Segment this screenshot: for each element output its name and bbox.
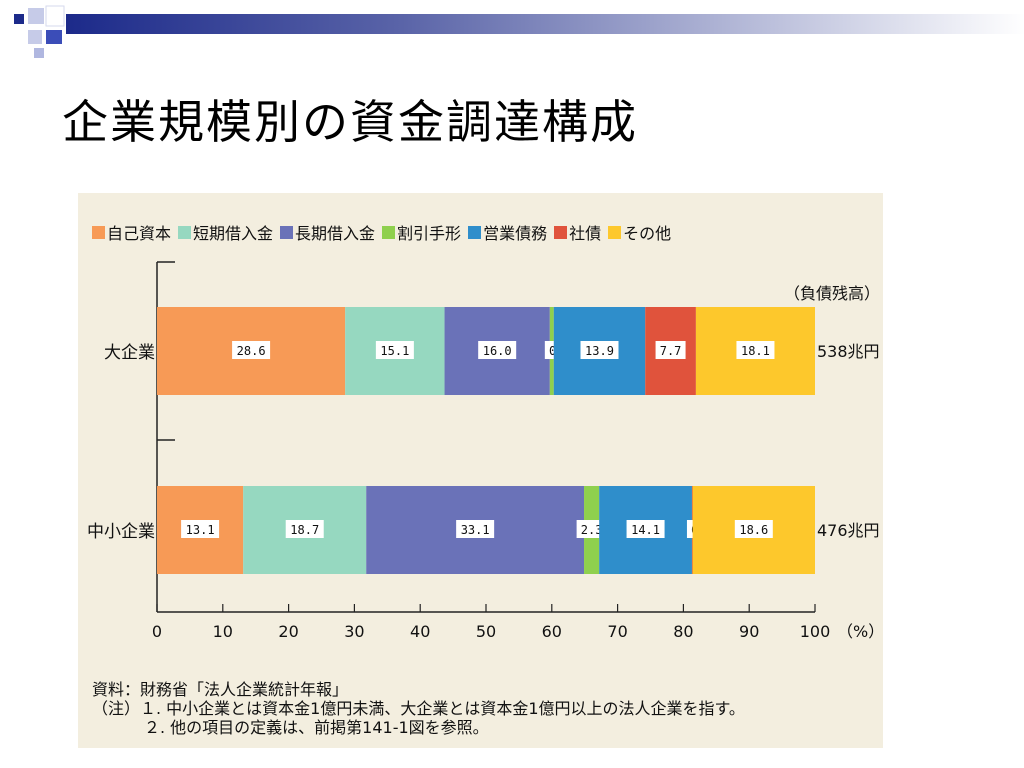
legend-item: 割引手形 <box>382 220 461 244</box>
data-label-box <box>478 341 517 359</box>
x-unit-label: （%） <box>837 622 884 641</box>
legend-item: 短期借入金 <box>178 220 273 244</box>
logo-square-light-2 <box>28 30 42 44</box>
bar-total-label: 538兆円 <box>817 342 880 361</box>
data-label-box <box>285 520 324 538</box>
data-label: 13.1 <box>186 523 215 537</box>
legend-label: 割引手形 <box>397 224 462 243</box>
data-label-box <box>626 520 665 538</box>
totals-header: （負債残高） <box>784 284 880 303</box>
x-tick-label: 100 <box>800 622 831 641</box>
legend-swatch <box>554 225 568 239</box>
slide-title: 企業規模別の資金調達構成 <box>62 95 638 149</box>
gradient-band <box>66 14 1024 34</box>
x-tick-label: 90 <box>739 622 759 641</box>
category-label: 大企業 <box>104 343 155 363</box>
data-label: 18.6 <box>739 523 768 537</box>
legend-label: 社債 <box>569 224 602 243</box>
data-label: 15.1 <box>380 344 409 358</box>
data-label: 16.0 <box>483 344 512 358</box>
x-tick-label: 30 <box>344 622 364 641</box>
legend-label: 自己資本 <box>107 224 172 243</box>
data-label: 2.3 <box>581 523 603 537</box>
category-label: 中小企業 <box>87 522 155 542</box>
data-label: 33.1 <box>461 523 490 537</box>
note-line-1: （注）１. 中小企業とは資本金1億円未満、大企業とは資本金1億円以上の法人企業を… <box>92 699 745 718</box>
legend-swatch <box>92 225 105 239</box>
data-label-box <box>736 341 775 359</box>
legend-swatch <box>382 225 396 239</box>
legend-swatch <box>280 225 294 239</box>
legend-item: 営業債務 <box>468 220 547 244</box>
x-tick-label: 50 <box>476 622 496 641</box>
legend-label: その他 <box>623 224 672 243</box>
legend-item: 自己資本 <box>92 220 171 244</box>
x-tick-label: 20 <box>278 622 298 641</box>
data-label: 13.9 <box>585 344 614 358</box>
chart-notes: 資料：財務省「法人企業統計年報」 （注）１. 中小企業とは資本金1億円未満、大企… <box>92 680 745 737</box>
data-label-box <box>576 520 607 538</box>
chart-legend: 自己資本 短期借入金 長期借入金 割引手形 営業債務 社債 その他 <box>92 220 678 244</box>
x-tick-label: 70 <box>607 622 627 641</box>
x-tick-label: 0 <box>152 622 162 641</box>
note-line-2: ２. 他の項目の定義は、前掲第141-1図を参照。 <box>144 718 489 737</box>
data-label-box <box>580 341 619 359</box>
legend-item: 長期借入金 <box>280 220 375 244</box>
legend-swatch <box>468 225 482 239</box>
data-label: 18.1 <box>741 344 770 358</box>
data-label-box <box>655 341 686 359</box>
data-label: 28.6 <box>237 344 266 358</box>
source-note: 資料：財務省「法人企業統計年報」 <box>92 680 349 699</box>
legend-item: 社債 <box>554 220 601 244</box>
legend-swatch <box>178 225 192 239</box>
legend-label: 長期借入金 <box>295 224 376 243</box>
chart-panel <box>78 193 883 748</box>
legend-label: 営業債務 <box>483 224 548 243</box>
legend-label: 短期借入金 <box>193 224 274 243</box>
legend-item: その他 <box>608 220 671 244</box>
bar-total-label: 476兆円 <box>817 521 880 540</box>
data-label-box <box>734 520 773 538</box>
legend-swatch <box>608 225 622 239</box>
logo-square-navy <box>14 14 24 24</box>
logo-square-navy-2 <box>46 30 62 44</box>
data-label-box <box>232 341 271 359</box>
x-tick-label: 60 <box>542 622 562 641</box>
data-label-box <box>456 520 495 538</box>
data-label-box <box>181 520 220 538</box>
logo-square-light-3 <box>34 48 44 58</box>
data-label: 18.7 <box>290 523 319 537</box>
x-tick-label: 80 <box>673 622 693 641</box>
data-label: 7.7 <box>660 344 682 358</box>
data-label: 14.1 <box>631 523 660 537</box>
logo-square-white <box>45 5 65 27</box>
x-tick-label: 40 <box>410 622 430 641</box>
logo-square-light <box>28 8 44 24</box>
data-label-box <box>375 341 414 359</box>
x-tick-label: 10 <box>213 622 233 641</box>
title-decoration-bar <box>14 5 1024 58</box>
